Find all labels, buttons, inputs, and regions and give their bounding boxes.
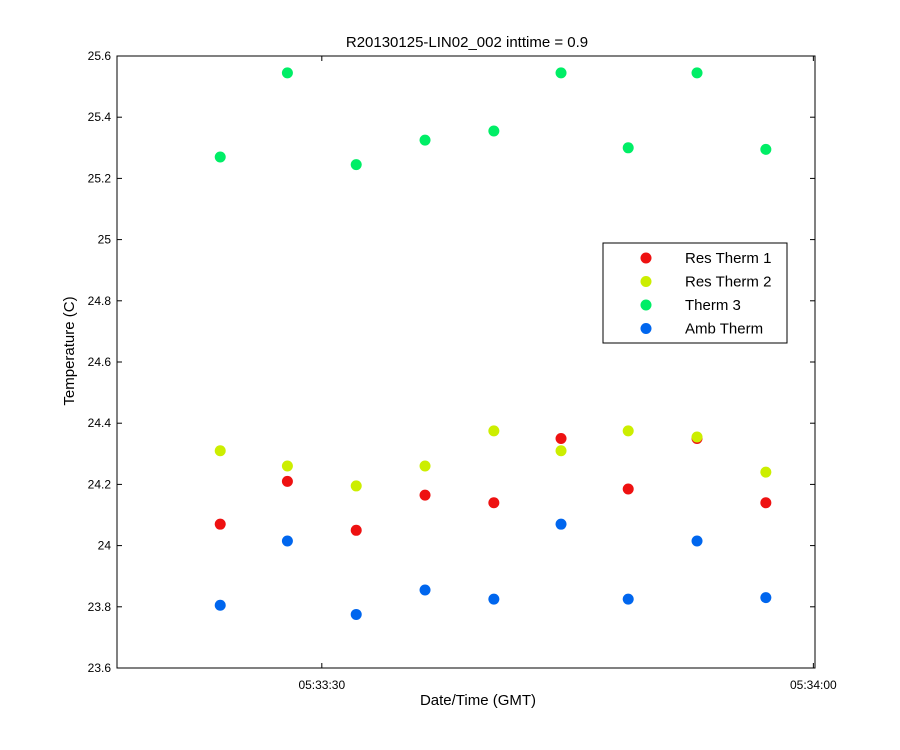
data-point-amb-therm [419,584,431,596]
data-point-res-therm-2 [691,431,703,443]
data-point-res-therm-2 [350,480,362,492]
legend-marker [640,252,652,264]
y-tick-label: 25.2 [88,171,112,185]
data-point-amb-therm [691,535,703,547]
y-tick-label: 23.8 [88,600,112,614]
data-point-amb-therm [281,535,293,547]
data-point-res-therm-2 [488,425,500,437]
data-point-therm-3 [555,67,567,79]
data-point-amb-therm [350,608,362,620]
y-tick-label: 24 [98,539,112,553]
data-points [214,67,772,620]
data-point-res-therm-1 [419,489,431,501]
y-tick-label: 23.6 [88,661,112,675]
data-point-res-therm-2 [555,445,567,457]
data-point-therm-3 [488,125,500,137]
data-point-res-therm-1 [350,524,362,536]
chart-title: R20130125-LIN02_002 inttime = 0.9 [346,34,588,51]
data-point-therm-3 [350,159,362,171]
data-point-res-therm-1 [488,497,500,509]
legend: Res Therm 1 Res Therm 2 Therm 3 Amb Therm [602,242,788,344]
y-tick-label: 25.4 [88,110,112,124]
data-point-res-therm-1 [281,475,293,487]
legend-label: Therm 3 [685,297,741,314]
y-axis-title: Temperature (C) [61,296,78,405]
legend-marker [640,276,652,287]
y-tick-label: 24.6 [88,355,112,369]
legend-box [602,242,788,344]
y-tick-label: 24.2 [88,477,112,491]
y-axis: 23.6 23.8 24 24.2 24.4 24.6 24.8 25 25.2 25.4 25.6 [88,49,815,675]
y-tick-label: 24.4 [88,416,112,430]
data-point-res-therm-2 [622,425,634,437]
data-point-amb-therm [760,592,772,604]
legend-marker [640,299,652,311]
data-point-res-therm-1 [555,433,567,444]
data-point-therm-3 [691,67,703,79]
plot-area [116,55,816,669]
data-point-res-therm-2 [760,466,772,478]
data-point-res-therm-1 [622,483,634,495]
data-point-amb-therm [214,599,226,611]
y-tick-label: 24.8 [88,294,112,308]
data-point-res-therm-2 [281,460,293,472]
data-point-therm-3 [419,134,431,146]
data-point-res-therm-2 [419,460,431,472]
data-point-therm-3 [214,151,226,163]
data-point-amb-therm [555,518,567,530]
legend-marker [640,323,652,334]
legend-label: Amb Therm [685,321,763,338]
data-point-amb-therm [622,593,634,605]
data-point-therm-3 [760,143,772,155]
data-point-res-therm-2 [214,445,226,457]
legend-label: Res Therm 2 [685,274,771,291]
y-tick-label: 25.6 [88,49,112,63]
data-point-therm-3 [281,67,293,79]
x-tick-label: 05:34:00 [790,678,837,692]
data-point-res-therm-1 [760,497,772,509]
x-axis-title: Date/Time (GMT) [420,692,536,709]
data-point-res-therm-1 [214,518,226,530]
data-point-therm-3 [622,142,634,154]
data-point-amb-therm [488,593,500,605]
x-axis: 05:33:30 05:34:00 [298,56,837,692]
x-tick-label: 05:33:30 [298,678,345,692]
legend-label: Res Therm 1 [685,250,771,267]
y-tick-label: 25 [98,233,112,247]
